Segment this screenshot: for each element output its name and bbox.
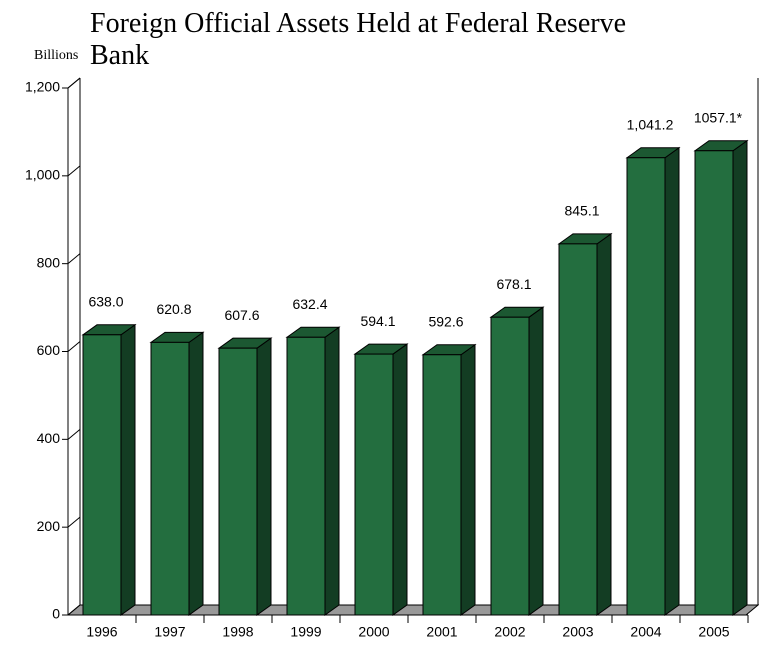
- bar: [558, 243, 598, 616]
- bar-side: [324, 326, 340, 616]
- bar: [354, 353, 394, 616]
- y-tick-depth: [67, 165, 81, 177]
- x-tick-label: 2004: [630, 624, 661, 640]
- y-tick-depth: [67, 253, 81, 265]
- y-tick-label: 400: [37, 430, 61, 446]
- value-label: 678.1: [496, 276, 531, 292]
- value-label: 594.1: [360, 313, 395, 329]
- value-label: 845.1: [564, 203, 599, 219]
- y-tick-label: 800: [37, 254, 61, 270]
- bar: [286, 336, 326, 616]
- bar-side: [188, 331, 204, 616]
- value-label: 607.6: [224, 307, 259, 323]
- value-label: 1057.1*: [694, 109, 743, 125]
- bar-side: [664, 146, 680, 616]
- bar: [82, 334, 122, 616]
- y-tick-label: 1,200: [25, 79, 60, 95]
- y-tick-depth: [67, 77, 81, 89]
- value-label: 638.0: [88, 294, 123, 310]
- y-tick-label: 0: [52, 606, 60, 622]
- chart-title: Foreign Official Assets Held at Federal …: [90, 8, 627, 71]
- value-label: 620.8: [156, 301, 191, 317]
- bar: [490, 316, 530, 616]
- x-tick-label: 2005: [698, 624, 729, 640]
- x-tick-label: 2000: [358, 624, 389, 640]
- y-axis-label: Billions: [34, 48, 79, 63]
- y-tick-depth: [67, 604, 81, 616]
- x-tick-label: 2003: [562, 624, 593, 640]
- y-tick-label: 600: [37, 342, 61, 358]
- x-tick-label: 1999: [290, 624, 321, 640]
- value-label: 1,041.2: [627, 116, 674, 132]
- x-tick-label: 2002: [494, 624, 525, 640]
- bar-side: [120, 323, 136, 616]
- value-label: 632.4: [292, 296, 327, 312]
- y-tick-depth: [67, 341, 81, 352]
- x-tick-label: 1996: [86, 624, 117, 640]
- y-tick-depth: [67, 428, 81, 440]
- bar: [218, 347, 258, 616]
- bar: [694, 150, 734, 616]
- y-tick-depth: [67, 516, 81, 528]
- bar: [150, 341, 190, 616]
- x-tick-label: 1998: [222, 624, 253, 640]
- bar-side: [528, 306, 544, 616]
- x-tick-label: 2001: [426, 624, 457, 640]
- y-tick-label: 1,000: [25, 167, 60, 183]
- bar: [422, 354, 462, 616]
- x-tick-label: 1997: [154, 624, 185, 640]
- y-tick-label: 200: [37, 518, 61, 534]
- bar-side: [732, 139, 748, 616]
- bar-side: [460, 343, 476, 616]
- bar-side: [256, 337, 272, 616]
- bar-side: [392, 343, 408, 616]
- value-label: 592.6: [428, 313, 463, 329]
- bar-side: [596, 232, 612, 616]
- bar: [626, 157, 666, 616]
